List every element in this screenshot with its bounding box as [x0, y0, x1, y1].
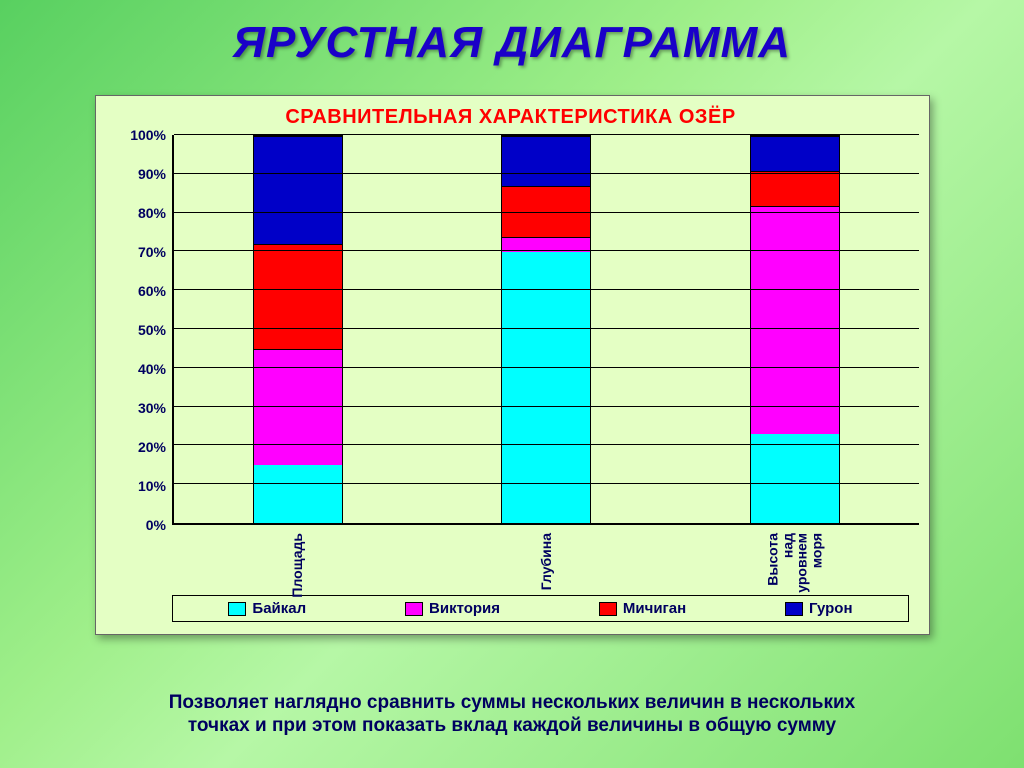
segment-area-huron: [254, 136, 342, 244]
caption: Позволяет наглядно сравнить суммы нескол…: [40, 691, 984, 739]
grid-line: [174, 250, 919, 251]
bars-container: [174, 135, 919, 523]
legend-item-baikal: Байкал: [228, 600, 306, 617]
legend-label: Байкал: [252, 600, 306, 617]
y-axis: 0%10%20%30%40%50%60%70%80%90%100%: [102, 135, 172, 525]
x-label-text: Глубина: [538, 533, 554, 590]
y-tick: 60%: [138, 283, 166, 299]
x-label-area: Площадь: [252, 525, 342, 587]
caption-line-2: точках и при этом показать вклад каждой …: [188, 715, 836, 736]
segment-elev-baikal: [751, 434, 839, 523]
grid-line: [174, 367, 919, 368]
page-title: ЯРУСТНАЯ ДИАГРАММА: [0, 0, 1024, 68]
chart-container: СРАВНИТЕЛЬНАЯ ХАРАКТЕРИСТИКА ОЗЁР 0% 10% 2…: [95, 95, 930, 635]
segment-depth-huron: [502, 136, 590, 186]
y-tick: 30%: [138, 400, 166, 416]
y-tick: 10%: [138, 478, 166, 494]
legend-swatch: [228, 602, 246, 616]
y-tick: 90%: [138, 166, 166, 182]
bar-depth: [501, 135, 591, 523]
grid-line: [174, 173, 919, 174]
grid-line: [174, 444, 919, 445]
grid-line: [174, 328, 919, 329]
grid-line: [174, 134, 919, 135]
segment-elev-huron: [751, 136, 839, 171]
legend-swatch: [599, 602, 617, 616]
x-label-text: Площадь: [289, 533, 305, 598]
x-label-text: Высотанадуровнемморя: [765, 533, 824, 593]
segment-area-michigan: [254, 244, 342, 348]
bar-elev: [750, 135, 840, 523]
y-tick: 40%: [138, 361, 166, 377]
legend-label: Гурон: [809, 600, 852, 617]
legend-item-huron: Гурон: [785, 600, 852, 617]
plot-area: [172, 135, 919, 525]
grid-line: [174, 483, 919, 484]
legend-label: Мичиган: [623, 600, 686, 617]
chart-title: СРАВНИТЕЛЬНАЯ ХАРАКТЕРИСТИКА ОЗЁР: [102, 102, 919, 135]
caption-line-1: Позволяет наглядно сравнить суммы нескол…: [169, 692, 855, 713]
legend-item-victoria: Виктория: [405, 600, 500, 617]
y-tick: 20%: [138, 439, 166, 455]
segment-elev-michigan: [751, 171, 839, 206]
grid-line: [174, 212, 919, 213]
grid-line: [174, 406, 919, 407]
legend-label: Виктория: [429, 600, 500, 617]
y-tick: 100%: [130, 127, 166, 143]
segment-elev-victoria: [751, 206, 839, 434]
y-tick: 70%: [138, 244, 166, 260]
y-tick: 0%: [146, 517, 166, 533]
x-label-depth: Глубина: [501, 525, 591, 587]
legend: Байкал Виктория Мичиган Гурон: [172, 595, 909, 622]
plot-wrap: 0%10%20%30%40%50%60%70%80%90%100%: [102, 135, 919, 525]
x-label-elev: Высотанадуровнемморя: [750, 525, 840, 587]
bar-area: [253, 135, 343, 523]
legend-swatch: [785, 602, 803, 616]
y-tick: 50%: [138, 322, 166, 338]
slide: ЯРУСТНАЯ ДИАГРАММА СРАВНИТЕЛЬНАЯ ХАРАКТЕ…: [0, 0, 1024, 768]
legend-swatch: [405, 602, 423, 616]
legend-item-michigan: Мичиган: [599, 600, 686, 617]
y-tick: 80%: [138, 205, 166, 221]
segment-area-baikal: [254, 465, 342, 523]
grid-line: [174, 289, 919, 290]
x-axis-labels: Площадь Глубина Высотанадуровнемморя: [172, 525, 919, 587]
